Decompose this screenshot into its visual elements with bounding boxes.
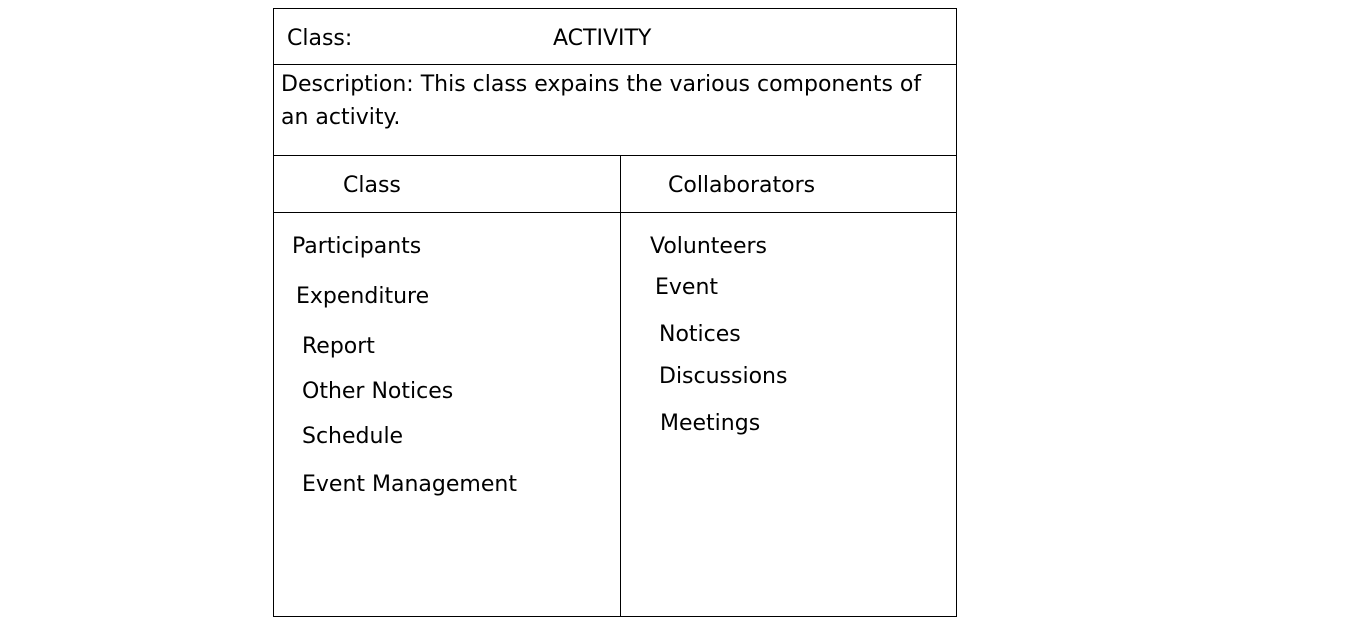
collaborator-item: Discussions [659,364,788,389]
collaborator-item: Volunteers [650,234,768,259]
class-item: Participants [292,234,422,259]
class-item: Report [302,334,375,359]
class-column-header: Class [343,173,401,198]
collaborators-column-header: Collaborators [668,173,816,198]
class-label: Class: [287,26,353,51]
crc-card: Class: ACTIVITY Description: This class … [273,8,957,617]
divider-description [274,155,956,156]
collaborator-item: Meetings [660,411,761,436]
class-item: Event Management [302,472,517,497]
column-divider [620,156,621,616]
class-item: Other Notices [302,379,454,404]
collaborator-item: Event [655,275,719,300]
class-name: ACTIVITY [553,26,652,51]
collaborator-item: Notices [659,322,741,347]
description: Description: This class expains the vari… [281,72,922,130]
class-item: Schedule [302,424,404,449]
divider-column-headers [274,212,956,213]
divider-header [274,64,956,65]
class-item: Expenditure [296,284,430,309]
